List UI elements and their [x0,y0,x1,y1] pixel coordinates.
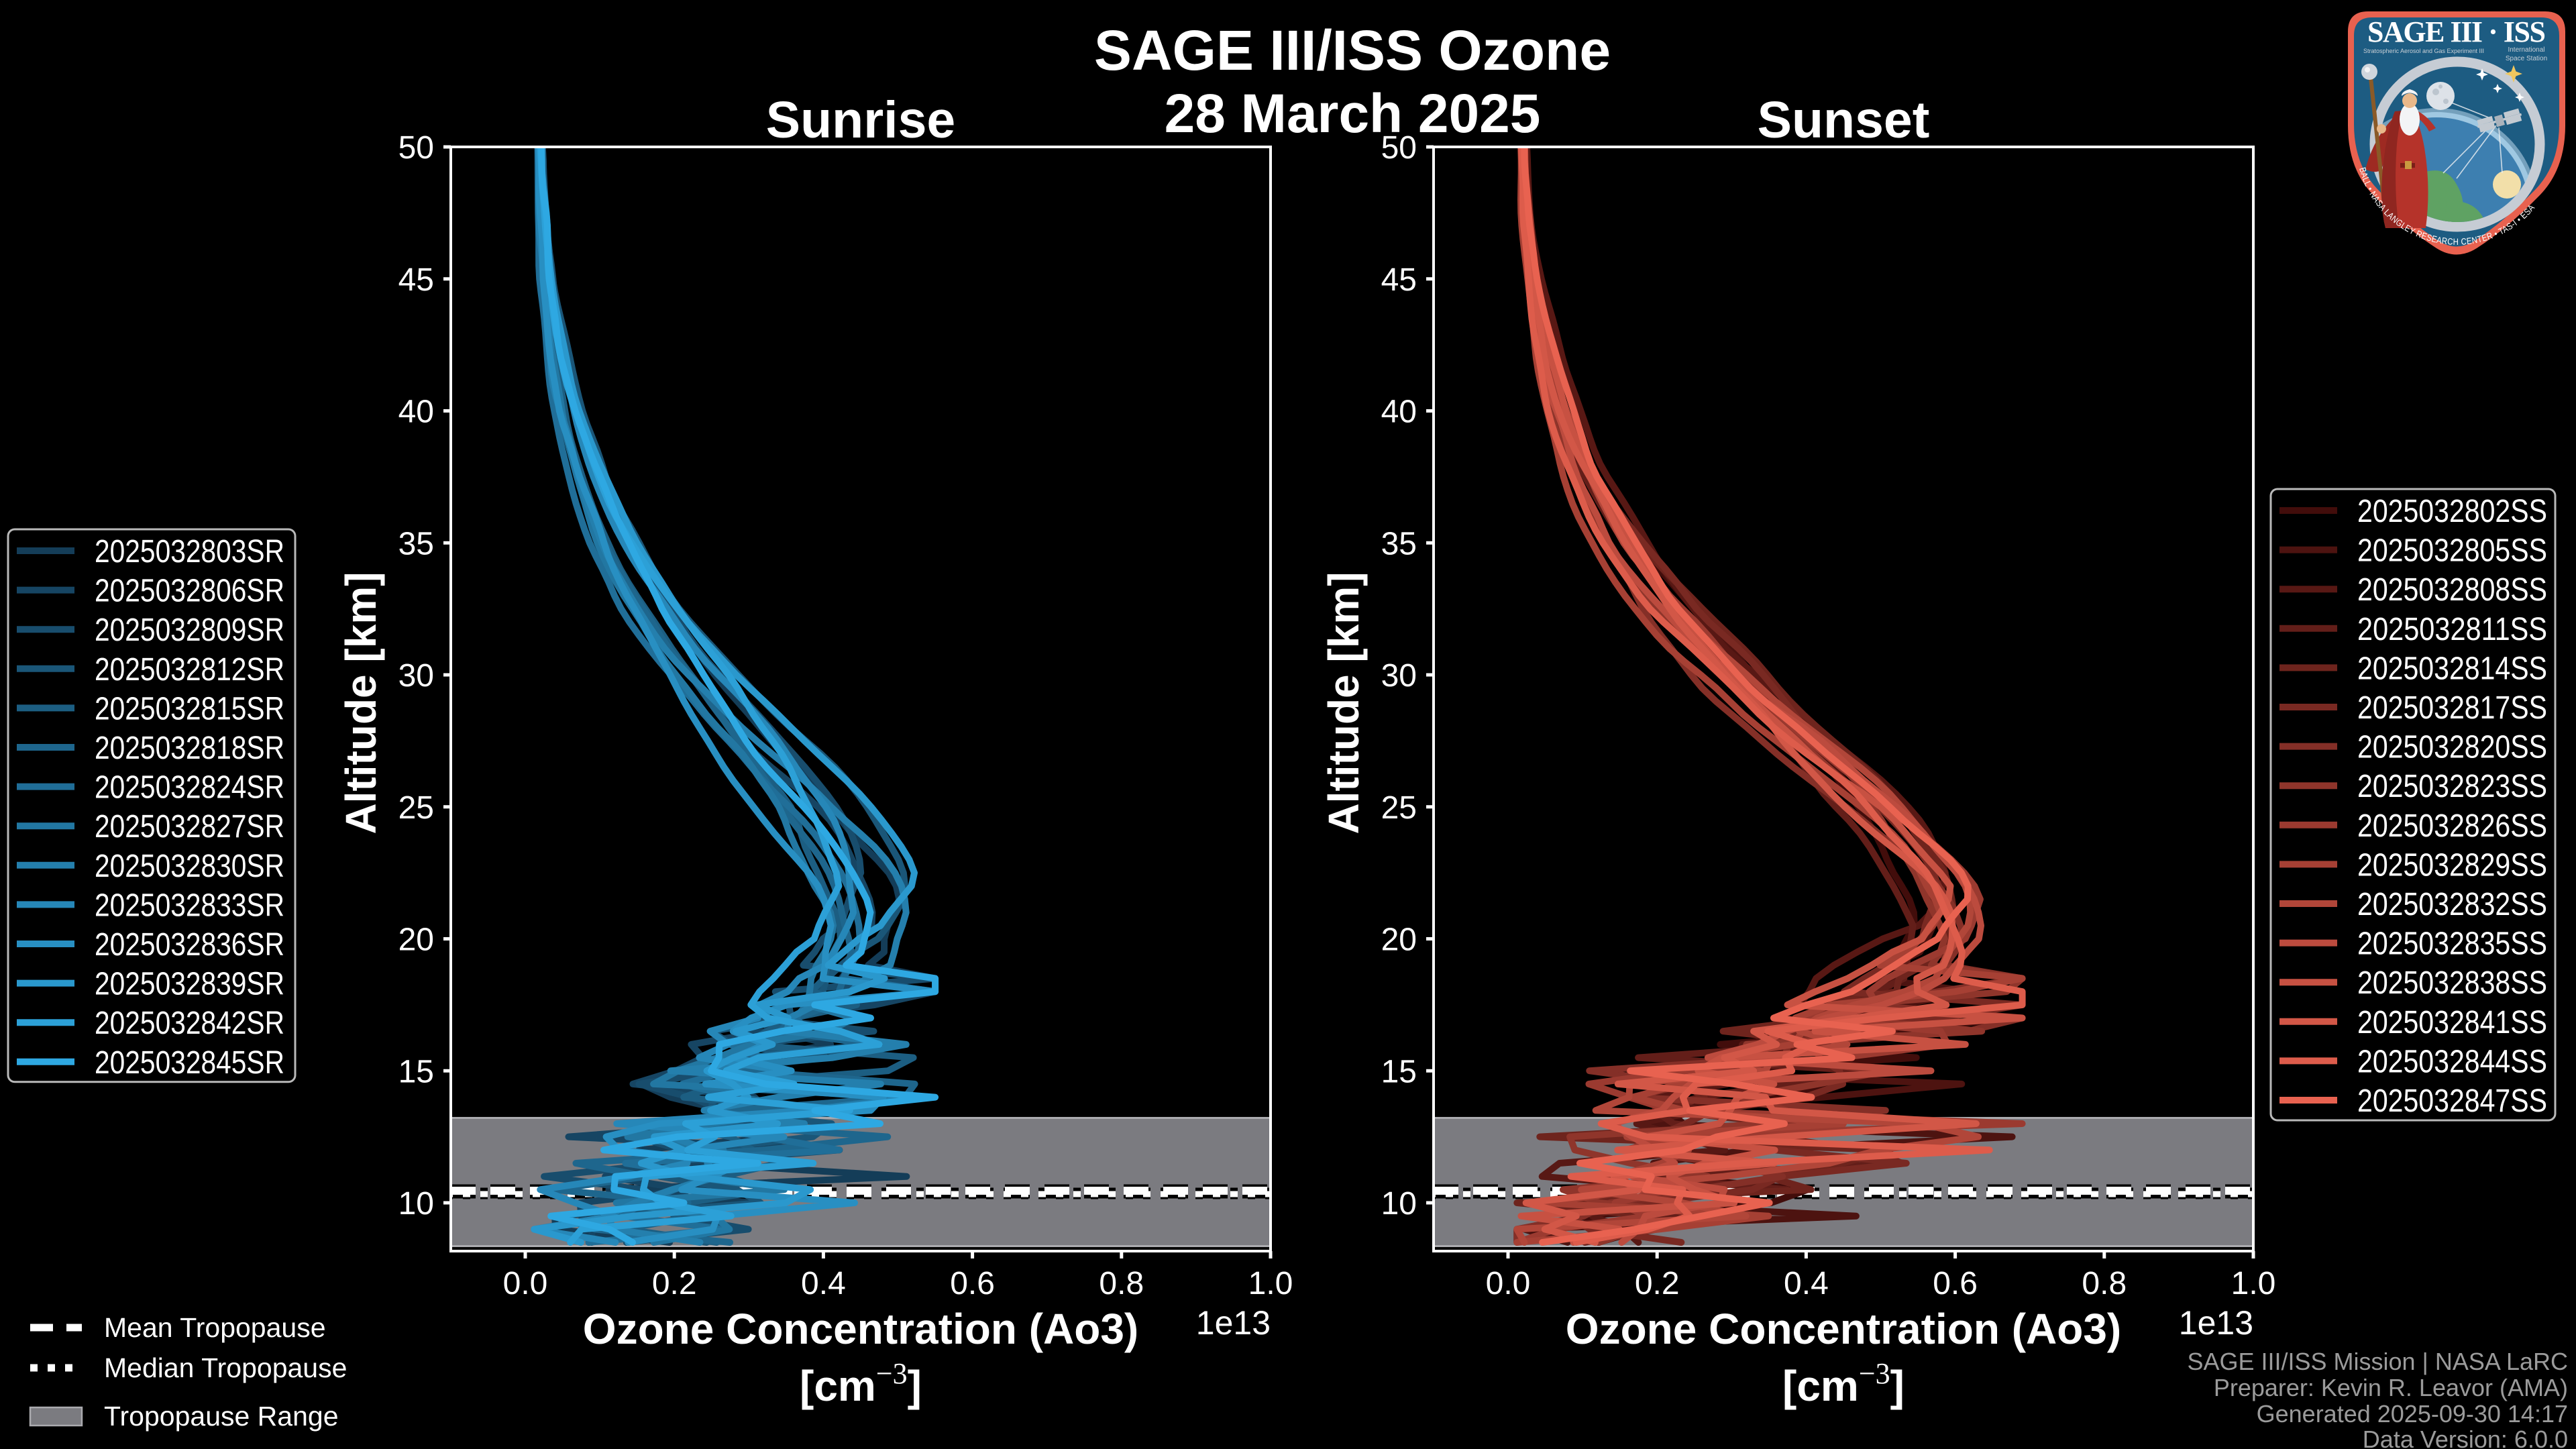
svg-text:[cm−3]: [cm−3] [800,1357,922,1410]
svg-text:2025032814SS: 2025032814SS [2357,651,2547,686]
svg-text:1.0: 1.0 [1248,1266,1293,1301]
svg-text:2025032817SS: 2025032817SS [2357,690,2547,726]
svg-text:25: 25 [1381,790,1417,826]
svg-text:0.6: 0.6 [1933,1266,1978,1301]
svg-text:2025032845SR: 2025032845SR [95,1045,284,1081]
svg-text:SAGE III/ISS Mission | NASA La: SAGE III/ISS Mission | NASA LaRC [2187,1348,2568,1375]
svg-text:Space Station: Space Station [2506,55,2547,62]
svg-text:Tropopause Range: Tropopause Range [104,1401,339,1432]
svg-text:SAGE III/ISS Ozone: SAGE III/ISS Ozone [1094,19,1611,82]
svg-text:2025032806SR: 2025032806SR [95,574,284,609]
svg-text:2025032824SR: 2025032824SR [95,770,284,806]
svg-text:SAGE III · ISS: SAGE III · ISS [2367,15,2546,48]
svg-text:10: 10 [398,1186,434,1222]
svg-text:0.0: 0.0 [503,1266,548,1301]
svg-text:0.4: 0.4 [801,1266,846,1301]
svg-text:30: 30 [1381,658,1417,694]
svg-text:2025032803SR: 2025032803SR [95,534,284,570]
svg-text:0.2: 0.2 [652,1266,697,1301]
svg-text:40: 40 [398,394,434,430]
svg-text:2025032809SR: 2025032809SR [95,612,284,648]
svg-text:1.0: 1.0 [2231,1266,2276,1301]
svg-text:2025032808SS: 2025032808SS [2357,572,2547,608]
svg-text:2025032842SR: 2025032842SR [95,1006,284,1041]
svg-text:0.0: 0.0 [1486,1266,1531,1301]
svg-text:0.8: 0.8 [2082,1266,2127,1301]
svg-text:30: 30 [398,658,434,694]
svg-text:2025032833SR: 2025032833SR [95,888,284,923]
svg-text:20: 20 [398,922,434,958]
svg-text:50: 50 [1381,130,1417,166]
svg-text:15: 15 [1381,1054,1417,1089]
svg-text:Sunset: Sunset [1758,91,1930,149]
svg-text:2025032829SS: 2025032829SS [2357,847,2547,883]
svg-text:45: 45 [398,262,434,298]
svg-text:15: 15 [398,1054,434,1089]
svg-text:Mean Tropopause: Mean Tropopause [104,1312,326,1343]
svg-text:0.8: 0.8 [1099,1266,1144,1301]
svg-text:2025032802SS: 2025032802SS [2357,494,2547,529]
svg-text:2025032830SR: 2025032830SR [95,849,284,884]
svg-text:Stratospheric Aerosol and Gas: Stratospheric Aerosol and Gas Experiment… [2363,48,2484,54]
svg-text:Data Version: 6.0.0: Data Version: 6.0.0 [2363,1426,2568,1449]
svg-text:40: 40 [1381,394,1417,430]
svg-text:1e13: 1e13 [2179,1304,2253,1342]
svg-text:Ozone Concentration (Ao3): Ozone Concentration (Ao3) [583,1305,1138,1353]
svg-text:2025032847SS: 2025032847SS [2357,1083,2547,1119]
svg-text:2025032815SR: 2025032815SR [95,691,284,727]
svg-text:2025032844SS: 2025032844SS [2357,1044,2547,1079]
svg-text:2025032835SS: 2025032835SS [2357,926,2547,962]
svg-text:25: 25 [398,790,434,826]
svg-text:Sunrise: Sunrise [766,91,955,149]
svg-text:0.2: 0.2 [1635,1266,1680,1301]
svg-text:2025032820SS: 2025032820SS [2357,730,2547,765]
svg-text:Preparer: Kevin R. Leavor (AMA: Preparer: Kevin R. Leavor (AMA) [2214,1374,2568,1401]
svg-text:35: 35 [398,526,434,561]
svg-text:2025032836SR: 2025032836SR [95,927,284,963]
svg-text:2025032805SS: 2025032805SS [2357,533,2547,569]
svg-text:Altitude [km]: Altitude [km] [337,572,385,834]
svg-text:2025032826SS: 2025032826SS [2357,808,2547,844]
svg-text:28 March 2025: 28 March 2025 [1165,83,1541,144]
svg-text:0.4: 0.4 [1784,1266,1829,1301]
svg-text:[cm−3]: [cm−3] [1782,1357,1904,1410]
svg-text:2025032823SS: 2025032823SS [2357,769,2547,804]
svg-text:0.6: 0.6 [950,1266,995,1301]
svg-text:2025032812SR: 2025032812SR [95,652,284,688]
svg-text:2025032839SR: 2025032839SR [95,967,284,1002]
svg-text:2025032838SS: 2025032838SS [2357,965,2547,1001]
svg-text:Altitude [km]: Altitude [km] [1320,572,1368,834]
svg-text:2025032818SR: 2025032818SR [95,731,284,766]
svg-text:Generated 2025-09-30 14:17: Generated 2025-09-30 14:17 [2257,1400,2568,1428]
svg-text:Median Tropopause: Median Tropopause [104,1352,347,1383]
svg-text:35: 35 [1381,526,1417,561]
svg-text:10: 10 [1381,1186,1417,1222]
svg-text:2025032841SS: 2025032841SS [2357,1005,2547,1040]
svg-text:50: 50 [398,130,434,166]
svg-text:2025032827SR: 2025032827SR [95,809,284,845]
svg-text:2025032832SS: 2025032832SS [2357,887,2547,922]
svg-text:20: 20 [1381,922,1417,958]
svg-text:International: International [2508,46,2544,54]
svg-text:2025032811SS: 2025032811SS [2357,612,2547,647]
svg-text:Ozone Concentration (Ao3): Ozone Concentration (Ao3) [1566,1305,2121,1353]
svg-text:1e13: 1e13 [1196,1304,1271,1342]
svg-text:45: 45 [1381,262,1417,298]
